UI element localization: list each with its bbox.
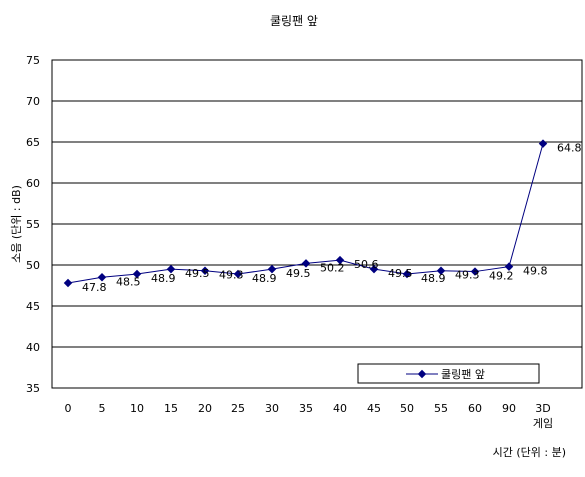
legend-box — [357, 363, 540, 384]
data-point — [200, 266, 210, 275]
data-point — [436, 266, 446, 275]
data-label: 49.8 — [523, 265, 548, 278]
y-tick-label: 75 — [26, 54, 40, 67]
data-label: 49.5 — [388, 267, 413, 280]
x-tick-label: 45 — [367, 402, 381, 415]
y-tick-label: 40 — [26, 341, 40, 354]
x-tick-label: 30 — [265, 402, 279, 415]
data-point — [402, 269, 412, 279]
y-tick-label: 65 — [26, 136, 40, 149]
data-point — [233, 269, 243, 279]
x-tick-label: 3D — [535, 402, 550, 415]
data-point — [267, 264, 277, 274]
y-axis-label: 소음 (단위 : dB) — [10, 185, 23, 263]
data-point — [166, 264, 176, 274]
x-tick-label: 90 — [502, 402, 516, 415]
chart-title: 쿨링팬 앞 — [270, 14, 318, 28]
x-tick-label: 0 — [65, 402, 72, 415]
x-tick-label: 25 — [231, 402, 245, 415]
y-tick-label: 60 — [26, 177, 40, 190]
x-tick-label: 35 — [299, 402, 313, 415]
x-tick-label: 게임 — [533, 417, 553, 430]
data-point — [335, 255, 345, 265]
data-point — [470, 267, 480, 276]
data-point — [97, 273, 107, 282]
data-label: 48.9 — [252, 272, 277, 285]
data-label: 64.8 — [557, 142, 582, 155]
data-point — [369, 264, 379, 274]
data-label: 48.9 — [421, 272, 446, 285]
data-label: 49.2 — [489, 270, 514, 283]
x-tick-label: 55 — [434, 402, 448, 415]
legend-label: 쿨링팬 앞 — [441, 368, 485, 381]
x-tick-label: 40 — [333, 402, 347, 415]
x-tick-label: 15 — [164, 402, 178, 415]
x-tick-labels: 0 5 10 15 20 25 30 35 40 45 50 55 60 90 3D 게임 — [65, 402, 554, 430]
x-tick-label: 20 — [198, 402, 212, 415]
legend: 쿨링팬 앞 — [357, 363, 540, 384]
data-label: 49.5 — [185, 267, 210, 280]
data-label: 47.8 — [82, 281, 107, 294]
y-tick-label: 35 — [26, 382, 40, 395]
x-tick-label: 10 — [130, 402, 144, 415]
data-point — [301, 259, 311, 268]
grid — [52, 59, 582, 348]
data-label: 49.5 — [286, 267, 311, 280]
data-label: 49.3 — [455, 269, 480, 282]
legend-marker — [417, 369, 427, 379]
data-point — [504, 262, 514, 271]
y-tick-label: 70 — [26, 95, 40, 108]
series-line-group — [63, 139, 548, 288]
x-axis-label: 시간 (단위 : 분) — [493, 446, 566, 459]
data-point — [132, 269, 142, 279]
data-point — [538, 139, 548, 148]
data-label: 48.5 — [116, 275, 141, 288]
y-tick-label: 55 — [26, 218, 40, 231]
x-tick-label: 5 — [99, 402, 106, 415]
y-tick-labels: 35 40 45 50 55 60 65 70 75 — [26, 54, 40, 395]
data-point — [63, 278, 73, 288]
data-label: 48.9 — [151, 272, 176, 285]
data-labels: 47.8 48.5 48.9 49.5 49.3 48.9 49.5 50.2 50.6 49.5… — [82, 142, 582, 294]
data-label: 50.2 — [320, 261, 345, 274]
y-tick-label: 45 — [26, 300, 40, 313]
plot-area-border — [51, 59, 583, 389]
data-label: 49.3 — [219, 269, 244, 282]
x-tick-label: 50 — [400, 402, 414, 415]
data-label: 50.6 — [354, 258, 379, 271]
x-tick-label: 60 — [468, 402, 482, 415]
y-tick-label: 50 — [26, 259, 40, 272]
